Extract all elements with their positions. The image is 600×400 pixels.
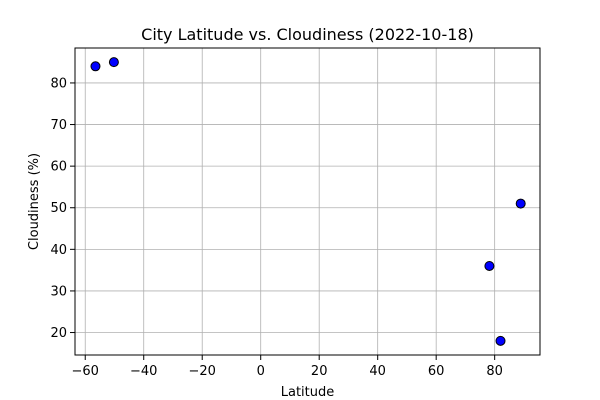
data-point (90, 61, 101, 72)
data-point (495, 335, 506, 346)
y-tick-label: 30 (50, 284, 67, 299)
y-tick-label: 20 (50, 326, 67, 341)
y-axis-label: Cloudiness (%) (27, 153, 42, 250)
data-points (90, 57, 526, 346)
plot-area-frame (74, 47, 541, 356)
x-tick-label: 60 (428, 364, 445, 379)
chart-title: City Latitude vs. Cloudiness (2022-10-18… (141, 25, 474, 44)
y-tick-label: 50 (50, 201, 67, 216)
y-tick-label: 70 (50, 118, 67, 133)
x-axis-ticks: −60 −40 −20 0 20 40 60 80 (72, 355, 503, 379)
x-axis-label: Latitude (281, 385, 335, 400)
x-tick-label: −20 (188, 364, 215, 379)
x-tick-label: 0 (257, 364, 265, 379)
y-tick-label: 40 (50, 243, 67, 258)
data-point (515, 198, 526, 209)
x-tick-label: 20 (311, 364, 328, 379)
y-tick-label: 80 (50, 76, 67, 91)
x-tick-label: 80 (486, 364, 503, 379)
x-tick-label: −60 (72, 364, 99, 379)
x-tick-label: 40 (369, 364, 386, 379)
data-point (484, 260, 495, 271)
data-point (108, 57, 119, 68)
grid-lines (75, 48, 540, 355)
x-tick-label: −40 (130, 364, 157, 379)
y-axis-ticks: 20 30 40 50 60 70 80 (50, 76, 75, 341)
y-tick-label: 60 (50, 160, 67, 175)
